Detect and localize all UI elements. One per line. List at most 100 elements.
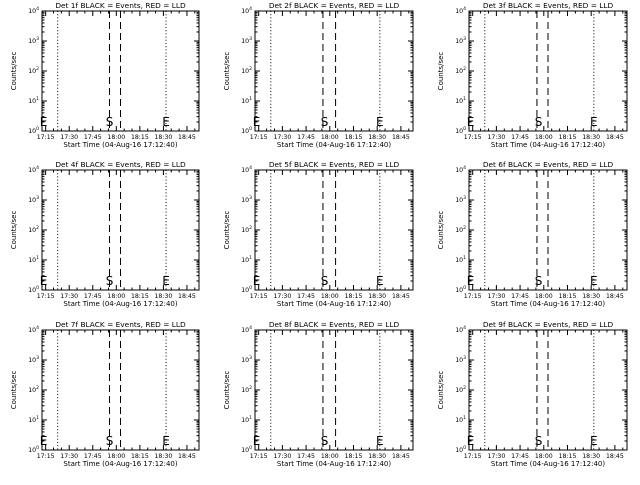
y-tick-base: 10 xyxy=(455,68,463,75)
y-tick-base: 10 xyxy=(28,38,36,45)
y-tick-label: 102 xyxy=(455,66,466,75)
plot-frame xyxy=(254,329,414,451)
y-tick-label: 104 xyxy=(241,325,252,334)
y-tick-exponent: 0 xyxy=(36,126,39,132)
x-tick-label: 17:45 xyxy=(511,293,529,300)
marker-label: E xyxy=(253,274,261,288)
marker-label: E xyxy=(467,274,475,288)
x-tick-label: 18:45 xyxy=(392,293,410,300)
y-tick-exponent: 2 xyxy=(36,225,39,231)
y-tick-base: 10 xyxy=(28,98,36,105)
y-tick-exponent: 4 xyxy=(463,6,466,12)
y-tick-base: 10 xyxy=(28,227,36,234)
x-axis-label: Start Time (04-Aug-16 17:12:40) xyxy=(277,460,391,468)
marker-label: E xyxy=(253,434,261,448)
y-tick-label: 101 xyxy=(28,415,39,424)
x-tick-label: 18:30 xyxy=(154,293,172,300)
y-tick-base: 10 xyxy=(241,257,249,264)
y-tick-base: 10 xyxy=(455,257,463,264)
detector-panel: Det 8f BLACK = Events, RED = LLD 17:15 17:… xyxy=(223,320,414,468)
y-tick-exponent: 3 xyxy=(463,355,466,361)
y-tick-label: 100 xyxy=(28,445,39,454)
y-tick-base: 10 xyxy=(241,387,249,394)
y-tick-label: 104 xyxy=(455,6,466,15)
y-tick-base: 10 xyxy=(455,227,463,234)
y-tick-base: 10 xyxy=(28,8,36,15)
y-tick-label: 101 xyxy=(241,96,252,105)
y-tick-exponent: 1 xyxy=(463,96,466,102)
y-tick-label: 104 xyxy=(455,325,466,334)
marker-label: E xyxy=(590,434,598,448)
y-tick-exponent: 3 xyxy=(463,195,466,201)
marker-label: S xyxy=(535,434,543,448)
y-tick-base: 10 xyxy=(241,98,249,105)
y-tick-exponent: 2 xyxy=(249,225,252,231)
y-tick-exponent: 2 xyxy=(463,385,466,391)
y-tick-base: 10 xyxy=(241,128,249,135)
y-tick-label: 100 xyxy=(455,285,466,294)
x-tick-label: 18:30 xyxy=(582,453,600,460)
y-tick-label: 102 xyxy=(28,66,39,75)
y-axis-label: Counts/sec xyxy=(437,211,445,250)
y-tick-base: 10 xyxy=(455,98,463,105)
y-tick-exponent: 3 xyxy=(36,195,39,201)
x-tick-label: 17:30 xyxy=(273,453,291,460)
y-tick-base: 10 xyxy=(241,167,249,174)
y-tick-base: 10 xyxy=(28,357,36,364)
y-tick-label: 103 xyxy=(28,195,39,204)
y-tick-label: 101 xyxy=(241,415,252,424)
marker-label: E xyxy=(467,434,475,448)
y-tick-label: 103 xyxy=(241,195,252,204)
y-tick-base: 10 xyxy=(28,447,36,454)
y-tick-exponent: 4 xyxy=(249,325,252,331)
y-tick-label: 103 xyxy=(455,36,466,45)
y-tick-label: 103 xyxy=(241,355,252,364)
y-tick-base: 10 xyxy=(455,357,463,364)
detector-panel: Det 6f BLACK = Events, RED = LLD 17:15 17:… xyxy=(437,160,628,308)
x-tick-label: 17:30 xyxy=(60,134,78,141)
y-tick-base: 10 xyxy=(28,327,36,334)
x-tick-label: 18:45 xyxy=(606,134,624,141)
x-tick-label: 18:00 xyxy=(107,293,125,300)
y-tick-exponent: 0 xyxy=(249,126,252,132)
marker-label: E xyxy=(162,434,170,448)
marker-label: E xyxy=(162,274,170,288)
y-tick-exponent: 0 xyxy=(36,445,39,451)
chart-title: Det 1f BLACK = Events, RED = LLD xyxy=(55,1,186,10)
y-tick-base: 10 xyxy=(28,417,36,424)
y-tick-exponent: 2 xyxy=(249,66,252,72)
y-tick-exponent: 4 xyxy=(249,6,252,12)
x-tick-label: 18:30 xyxy=(582,293,600,300)
marker-label: E xyxy=(376,434,384,448)
x-tick-label: 18:15 xyxy=(345,134,363,141)
x-axis-label: Start Time (04-Aug-16 17:12:40) xyxy=(491,300,605,308)
x-tick-label: 18:30 xyxy=(368,134,386,141)
x-tick-label: 17:15 xyxy=(37,453,55,460)
y-tick-label: 104 xyxy=(28,325,39,334)
y-tick-base: 10 xyxy=(241,227,249,234)
x-tick-label: 18:15 xyxy=(345,453,363,460)
marker-label: E xyxy=(467,115,475,129)
y-tick-label: 102 xyxy=(241,66,252,75)
marker-label: S xyxy=(106,115,114,129)
y-tick-label: 102 xyxy=(241,385,252,394)
y-axis-label: Counts/sec xyxy=(10,52,18,91)
plot-frame xyxy=(254,169,414,291)
y-tick-exponent: 0 xyxy=(249,285,252,291)
y-tick-exponent: 4 xyxy=(36,6,39,12)
y-tick-exponent: 2 xyxy=(463,66,466,72)
y-tick-base: 10 xyxy=(241,447,249,454)
y-tick-exponent: 3 xyxy=(249,355,252,361)
y-tick-exponent: 2 xyxy=(36,385,39,391)
x-tick-label: 18:30 xyxy=(368,453,386,460)
y-axis-label: Counts/sec xyxy=(437,52,445,91)
y-tick-label: 100 xyxy=(455,126,466,135)
y-tick-label: 102 xyxy=(28,225,39,234)
detector-panel: Det 2f BLACK = Events, RED = LLD 17:15 17:… xyxy=(223,1,414,149)
chart-title: Det 9f BLACK = Events, RED = LLD xyxy=(483,320,614,329)
x-tick-label: 17:45 xyxy=(511,134,529,141)
y-tick-exponent: 2 xyxy=(36,66,39,72)
marker-label: E xyxy=(40,434,48,448)
